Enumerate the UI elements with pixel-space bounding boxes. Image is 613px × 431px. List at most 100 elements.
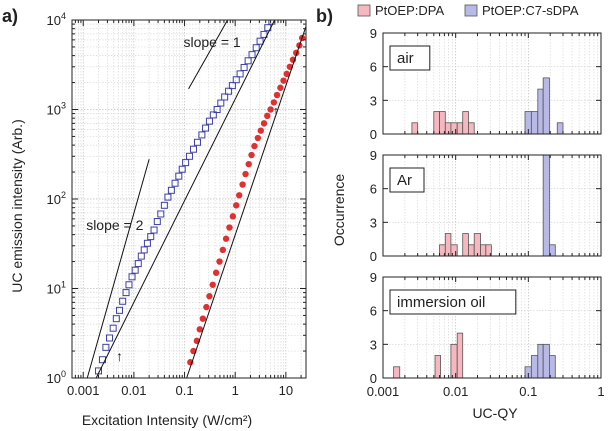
data-point-square: [221, 93, 229, 101]
data-point-circle: [239, 181, 246, 188]
data-point-square: [248, 51, 256, 59]
condition-label: immersion oil: [397, 294, 485, 311]
data-point-circle: [251, 142, 258, 150]
data-point-circle: [270, 99, 278, 106]
data-point-square: [119, 297, 127, 305]
panel-a-y-tick-label: 101: [47, 280, 66, 297]
data-point-square: [175, 172, 183, 180]
subplot-y-tick-label: 0: [370, 371, 377, 386]
data-point-circle: [206, 293, 213, 300]
histogram-bar: [434, 355, 441, 379]
data-point-square: [171, 179, 179, 187]
histogram-bar: [542, 77, 550, 135]
panel-b-plot: PtOEP:DPA PtOEP:C7-sDPA 0 3 6 9 air 0 3 6 9 Ar 0 3 6 9 i…: [357, 3, 605, 399]
data-point-circle: [242, 170, 249, 178]
data-point-square: [143, 239, 151, 247]
data-point-square: [147, 233, 155, 241]
panel-a-y-tick-label: 102: [47, 190, 66, 207]
panel-a-x-tick-label: 1: [232, 383, 239, 398]
data-point-square: [134, 260, 142, 268]
data-point-square: [157, 210, 165, 218]
subplot-y-tick-label: 6: [370, 182, 377, 197]
legend-label-ptoep-c7-sdpa: PtOEP:C7-sDPA: [482, 3, 579, 18]
subplot-y-tick-label: 6: [370, 304, 377, 319]
data-point-square: [256, 37, 264, 45]
histogram-bar: [433, 111, 440, 135]
data-point-circle: [226, 224, 233, 231]
panel-a-y-tick-label: 100: [47, 369, 66, 386]
data-point-circle: [280, 77, 287, 84]
data-point-square: [106, 334, 114, 342]
data-point-square: [209, 111, 217, 119]
panel-a-plot: 0.001 0.01 0.1 1 10 100 101 102 103 104 slope = 1 s…: [47, 11, 307, 398]
panel-b-x-tick-label: 0.001: [367, 384, 400, 399]
histogram-bar: [450, 343, 458, 379]
panel-a-data-area: [86, 20, 306, 378]
data-point-square: [202, 124, 210, 132]
panel-a-x-tick-label: 0.001: [67, 383, 100, 398]
histogram-bar: [468, 244, 475, 257]
data-point-circle: [264, 112, 271, 120]
data-point-square: [217, 99, 225, 107]
data-point-square: [232, 76, 240, 84]
data-point-square: [236, 70, 244, 78]
histogram-bar: [462, 111, 469, 135]
panel-b-y-axis-label: Occurrence: [331, 174, 347, 247]
panel-a-label: a): [2, 6, 18, 26]
arrow-annotation: ↑: [273, 103, 280, 119]
data-point-square: [102, 343, 110, 351]
data-point-square: [128, 273, 136, 281]
condition-label-box: [389, 289, 517, 315]
histogram-bar: [393, 366, 401, 379]
subplot-y-tick-label: 6: [370, 60, 377, 75]
data-point-square: [240, 63, 248, 71]
data-point-square: [167, 186, 175, 194]
subplot-ar: 0 3 6 9 Ar: [370, 148, 602, 264]
slope-annotation: slope = 2: [86, 217, 143, 233]
subplot-frame: [382, 276, 602, 379]
data-point-square: [185, 152, 193, 160]
data-point-square: [150, 226, 158, 234]
histogram-bar: [530, 355, 539, 379]
histogram-bar: [473, 233, 481, 257]
subplot-y-tick-label: 9: [370, 270, 377, 285]
histogram-bar: [556, 122, 564, 135]
histogram-bar: [456, 122, 464, 135]
panel-a-x-axis-label: Excitation Intensity (W/cm²): [82, 412, 252, 428]
data-point-circle: [236, 192, 243, 199]
data-point-square: [244, 57, 252, 65]
data-point-square: [125, 281, 133, 289]
histogram-bar: [444, 233, 452, 257]
data-point-circle: [267, 106, 274, 113]
arrow-annotation: ↑: [116, 348, 123, 364]
data-point-circle: [257, 127, 264, 134]
data-point-square: [189, 145, 197, 153]
slope-guide-line: [86, 159, 150, 378]
data-point-square: [228, 82, 236, 90]
condition-label-box: [389, 45, 431, 71]
histogram-bar: [542, 343, 550, 379]
panel-a-x-tick-label: 0.1: [176, 383, 194, 398]
panel-b-x-tick-label: 0.01: [443, 384, 468, 399]
histogram-bar: [537, 88, 544, 135]
data-point-circle: [216, 258, 223, 265]
data-point-square: [112, 315, 120, 323]
panel-a-y-tick-label: 104: [47, 11, 66, 28]
data-point-square: [109, 324, 117, 332]
data-point-circle: [199, 315, 207, 322]
slope-guide-line: [188, 20, 228, 90]
histogram-bar: [456, 332, 464, 379]
histogram-bar: [462, 233, 469, 257]
data-point-circle: [245, 160, 252, 168]
subplot-y-tick-label: 0: [370, 249, 377, 264]
subplot-y-tick-label: 0: [370, 127, 377, 142]
data-point-circle: [203, 303, 210, 311]
subplot-immersion-oil: 0 3 6 9 immersion oil: [370, 270, 602, 386]
histogram-bar: [411, 122, 419, 135]
data-point-circle: [277, 84, 284, 91]
subplot-y-tick-label: 9: [370, 26, 377, 41]
panel-b-x-tick-label: 0.1: [519, 384, 537, 399]
data-point-square: [225, 87, 233, 95]
subplot-y-tick-label: 3: [370, 337, 377, 352]
data-point-square: [116, 306, 124, 314]
